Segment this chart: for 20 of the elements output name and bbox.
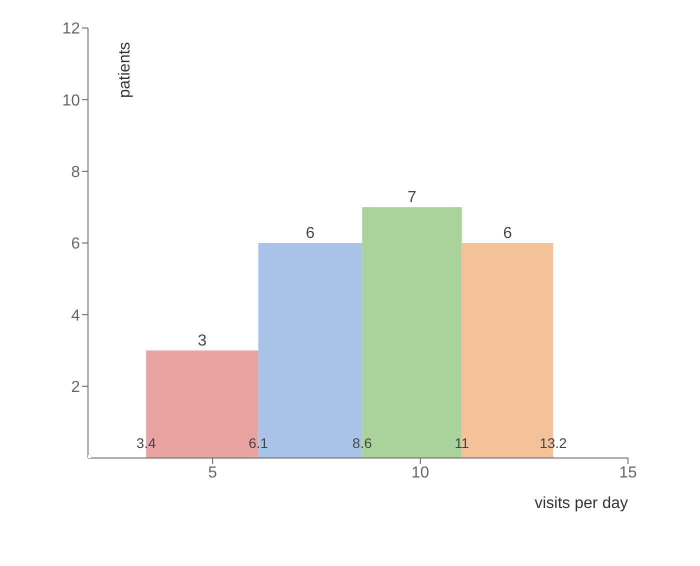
data-label: 6 (503, 225, 512, 242)
y-tick-label: 8 (71, 164, 80, 182)
y-tick-label: 4 (71, 307, 80, 324)
data-label: 3 (198, 332, 207, 350)
y-tick-label: 12 (62, 20, 80, 38)
y-tick-label: 2 (71, 379, 80, 396)
annotation: 11 (454, 435, 470, 451)
data-label: 7 (408, 189, 417, 206)
x-axis-title: visits per day (534, 495, 628, 512)
annotation: 13.2 (540, 435, 568, 451)
x-tick-label: 10 (411, 464, 430, 482)
annotation: 6.1 (248, 435, 268, 451)
y-tick-label: 6 (71, 236, 80, 253)
data-label: 6 (306, 225, 315, 242)
x-tick-label: 5 (208, 464, 218, 482)
x-tick-label: 15 (619, 464, 637, 482)
annotation: 3.4 (136, 435, 156, 451)
y-axis-title: patients (116, 42, 134, 98)
annotation: 8.6 (352, 435, 372, 451)
y-tick-label: 10 (62, 92, 80, 110)
